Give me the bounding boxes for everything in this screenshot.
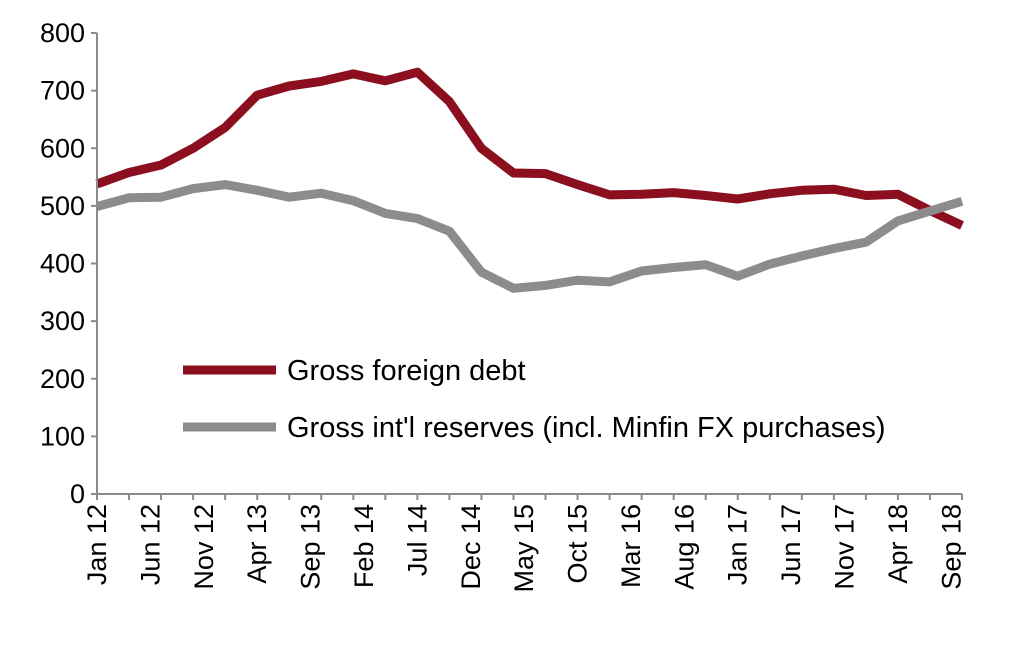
y-tick-label: 100	[40, 421, 85, 451]
x-tick-labels: Jan 12 Jun 12 Nov 12 Apr 13 Sep 13 Feb 14 Jul …	[82, 494, 966, 593]
x-tick-label: Apr 13	[242, 504, 272, 584]
x-tick-label: Sep 13	[296, 504, 326, 590]
y-tick-label: 400	[40, 249, 85, 279]
y-tick-label: 0	[70, 479, 85, 509]
x-tick-label: Dec 14	[456, 504, 486, 590]
y-tick-label: 500	[40, 191, 85, 221]
x-tick-label: Nov 12	[189, 504, 219, 590]
x-tick-label: Jul 14	[402, 504, 432, 576]
x-tick-label: Oct 15	[563, 504, 593, 584]
series-line-gross-foreign-debt	[95, 67, 964, 230]
y-tick-label: 800	[40, 18, 85, 48]
x-tick-label: Aug 16	[669, 504, 699, 590]
y-tick-labels: 0 100 200 300 400 500 600 700 800	[40, 18, 97, 509]
x-tick-label: Jun 12	[135, 504, 165, 585]
x-tick-label: Apr 18	[883, 504, 913, 584]
y-tick-label: 300	[40, 306, 85, 336]
legend-label-gross-reserves: Gross int'l reserves (incl. Minfin FX pu…	[287, 412, 886, 444]
series-layer	[95, 67, 964, 293]
y-tick-label: 600	[40, 133, 85, 163]
x-tick-label: Jan 17	[723, 504, 753, 585]
y-tick-label: 700	[40, 76, 85, 106]
x-tick-label: Nov 17	[830, 504, 860, 590]
x-tick-label: May 15	[509, 504, 539, 593]
series-line-gross-reserves	[95, 180, 964, 293]
x-tick-label: Feb 14	[349, 504, 379, 588]
x-tick-label: Sep 18	[936, 504, 966, 590]
x-tick-label: Jun 17	[776, 504, 806, 585]
legend: Gross foreign debt Gross int'l reserves …	[183, 355, 886, 444]
x-tick-label: Jan 12	[82, 504, 112, 585]
legend-label-gross-foreign-debt: Gross foreign debt	[287, 355, 526, 387]
y-tick-label: 200	[40, 364, 85, 394]
x-tick-label: Mar 16	[616, 504, 646, 588]
